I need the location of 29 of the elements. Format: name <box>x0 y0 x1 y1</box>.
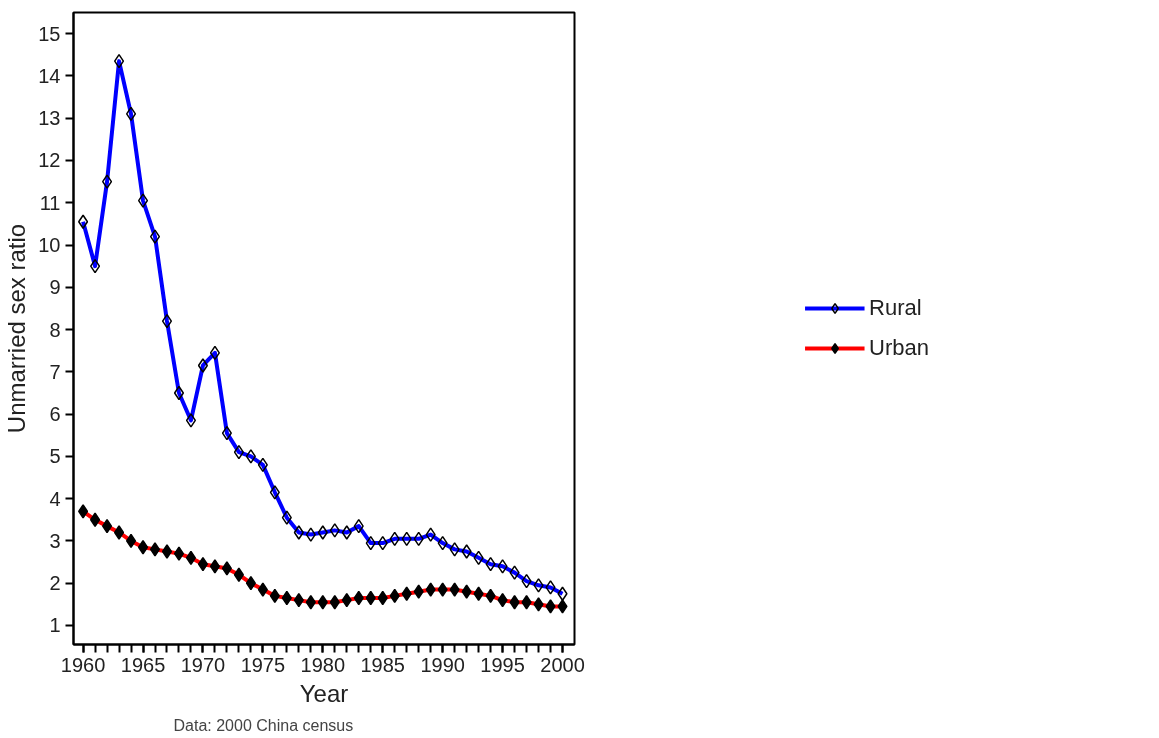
y-tick-label: 9 <box>49 276 61 299</box>
y-tick-label: 12 <box>38 149 61 172</box>
x-tick-label: 1995 <box>480 653 525 676</box>
y-tick-label: 2 <box>49 572 61 595</box>
x-tick-label: 1970 <box>180 653 226 676</box>
legend-label: Urban <box>869 335 929 361</box>
x-tick-label: 1985 <box>360 653 405 676</box>
y-tick-label: 1 <box>49 614 61 637</box>
y-tick-label: 11 <box>39 191 61 214</box>
y-tick-label: 13 <box>38 107 61 130</box>
y-tick-label: 3 <box>49 529 61 552</box>
x-tick-label: 1980 <box>300 653 346 676</box>
y-tick-label: 5 <box>49 445 61 468</box>
x-tick-label: 1975 <box>240 653 286 676</box>
x-tick-label: 1960 <box>60 653 106 676</box>
y-tick-label: 8 <box>49 318 61 341</box>
legend-label: Rural <box>869 295 922 321</box>
y-tick-label: 4 <box>49 487 61 510</box>
y-tick-label: 14 <box>38 64 61 87</box>
x-tick-label: 1990 <box>420 653 465 676</box>
y-tick-label: 10 <box>38 234 61 257</box>
x-tick-label: 2000 <box>540 653 585 676</box>
y-tick-label: 15 <box>38 22 61 45</box>
x-tick-label: 1965 <box>120 653 166 676</box>
x-axis-title: Year <box>299 679 349 707</box>
y-tick-label: 7 <box>49 360 61 383</box>
y-axis-title: Unmarried sex ratio <box>3 223 31 434</box>
y-tick-label: 6 <box>49 403 61 426</box>
text: Data: 2000 China census <box>173 716 354 734</box>
